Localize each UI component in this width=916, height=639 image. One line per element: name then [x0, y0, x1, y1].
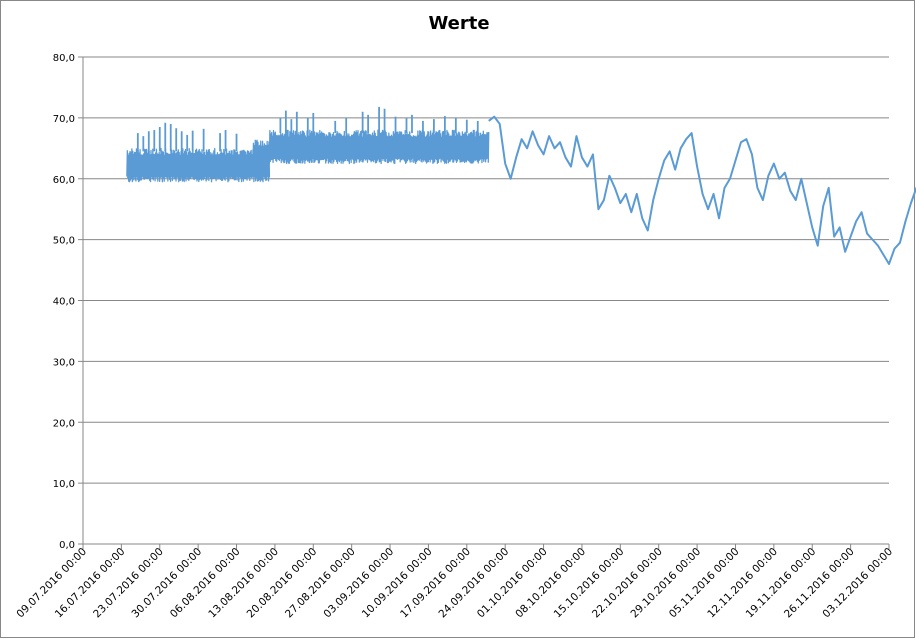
series-band-segment: [126, 147, 254, 183]
x-tick-label: 01.10.2016 00:00: [475, 546, 550, 621]
x-tick-label: 09.07.2016 00:00: [14, 546, 89, 621]
chart-title: Werte: [428, 13, 490, 34]
x-tick-label: 03.09.2016 00:00: [321, 546, 396, 621]
x-tick-label: 26.11.2016 00:00: [782, 546, 857, 621]
series-band-segment: [268, 129, 490, 165]
series-werte: [126, 106, 916, 265]
x-tick-label: 17.09.2016 00:00: [398, 546, 473, 621]
series-band-segment: [252, 139, 271, 183]
x-tick-label: 24.09.2016 00:00: [437, 546, 512, 621]
x-tick-label: 05.11.2016 00:00: [667, 546, 742, 621]
x-tick-label: 12.11.2016 00:00: [705, 546, 780, 621]
x-tick-label: 08.10.2016 00:00: [513, 546, 588, 621]
x-tick-label: 10.09.2016 00:00: [360, 546, 435, 621]
x-tick-label: 13.08.2016 00:00: [206, 546, 281, 621]
x-tick-label: 03.12.2016 00:00: [820, 546, 895, 621]
y-tick-label: 80,0: [53, 53, 75, 64]
y-tick-label: 0,0: [59, 540, 75, 551]
x-tick-label: 22.10.2016 00:00: [590, 546, 665, 621]
y-tick-label: 60,0: [53, 175, 75, 186]
x-tick-label: 06.08.2016 00:00: [168, 546, 243, 621]
x-tick-label: 27.08.2016 00:00: [283, 546, 358, 621]
x-tick-label: 19.11.2016 00:00: [744, 546, 819, 621]
x-tick-label: 16.07.2016 00:00: [53, 546, 128, 621]
y-tick-label: 20,0: [53, 418, 75, 429]
x-tick-label: 15.10.2016 00:00: [552, 546, 627, 621]
y-tick-label: 30,0: [53, 357, 75, 368]
x-tick-label: 20.08.2016 00:00: [245, 546, 320, 621]
y-tick-labels: 0,0 10,0 20,0 30,0 40,0 50,0 60,0 70,0 80,0: [53, 53, 75, 551]
y-tick-label: 40,0: [53, 297, 75, 308]
x-tick-label: 29.10.2016 00:00: [628, 546, 703, 621]
y-tick-label: 10,0: [53, 479, 75, 490]
y-tick-label: 50,0: [53, 236, 75, 247]
gridlines: [83, 56, 889, 484]
x-tick-label: 30.07.2016 00:00: [130, 546, 205, 621]
y-tick-label: 70,0: [53, 114, 75, 125]
axes: [78, 56, 890, 549]
series-line: [488, 115, 916, 265]
x-tick-label: 23.07.2016 00:00: [91, 546, 166, 621]
